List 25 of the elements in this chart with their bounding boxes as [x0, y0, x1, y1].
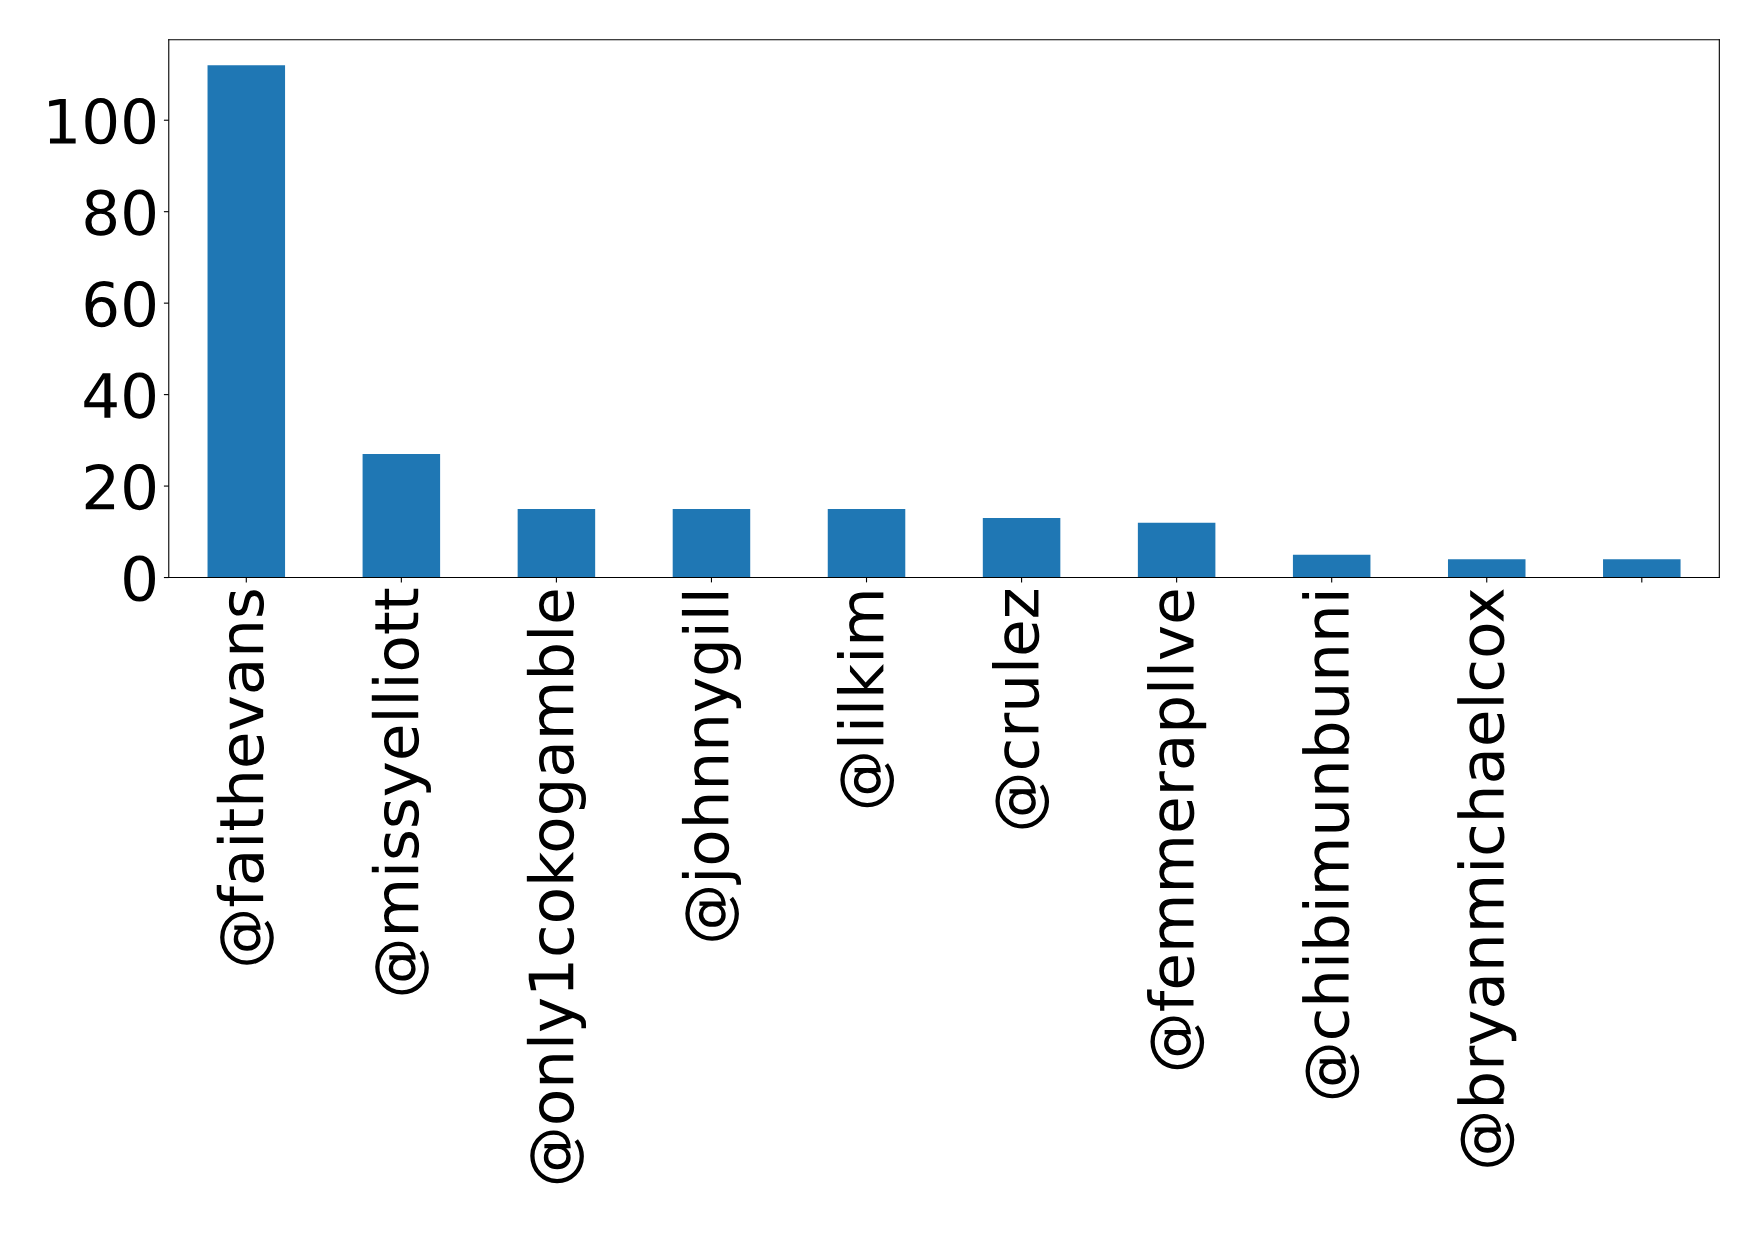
- bar: [362, 454, 441, 578]
- y-tick-label: 20: [85, 463, 155, 511]
- x-tick-label: @femmerapllve: [1147, 590, 1207, 1070]
- y-tick-label: 0: [124, 555, 155, 602]
- bar: [1603, 559, 1681, 578]
- bar: [1447, 559, 1526, 578]
- x-tick-label: @lilkim: [836, 592, 895, 808]
- y-tick-label: 40: [84, 372, 155, 419]
- bar: [827, 508, 906, 578]
- bar: [1137, 522, 1216, 578]
- bar: [1292, 554, 1371, 578]
- y-tick-label: 80: [85, 189, 155, 236]
- y-tick-label: 100: [49, 98, 155, 145]
- bar: [672, 508, 751, 578]
- x-tick-label: @only1cokogamble: [526, 590, 586, 1184]
- x-tick-label: @bryanmichaelcox: [1457, 589, 1517, 1167]
- bar: [207, 65, 286, 578]
- x-tick-label: @missyelliott: [371, 588, 431, 995]
- x-tick-label: @crulez: [992, 589, 1050, 829]
- bar: [517, 508, 596, 578]
- bar: [982, 518, 1061, 578]
- x-tick-label: @johnnygill: [681, 592, 742, 941]
- x-tick-label: @chibimunbunni: [1302, 592, 1360, 1099]
- x-tick-label: @faithevans: [216, 590, 274, 965]
- y-tick-label: 60: [85, 281, 155, 328]
